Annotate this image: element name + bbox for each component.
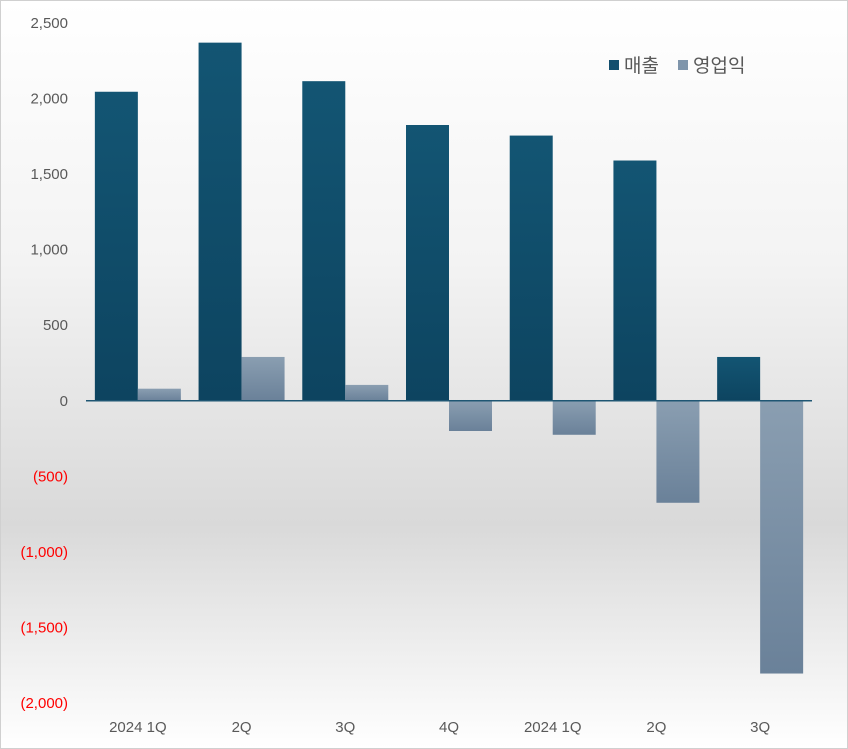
bar-sales <box>302 81 346 401</box>
bar-operating-profit <box>552 400 596 435</box>
bar-sales <box>613 160 657 401</box>
y-tick-label: (2,000) <box>20 695 68 712</box>
y-tick-label: 0 <box>60 393 68 410</box>
x-tick-label: 2024 1Q <box>524 719 582 736</box>
bar-sales <box>717 356 761 401</box>
y-tick-label: (500) <box>33 468 68 485</box>
y-tick-label: 1,000 <box>30 242 68 259</box>
y-tick-label: 500 <box>43 317 68 334</box>
x-tick-label: 2Q <box>232 719 252 736</box>
y-tick-label: (1,500) <box>20 619 68 636</box>
x-tick-label: 2Q <box>646 719 666 736</box>
bar-sales <box>406 125 449 401</box>
legend-swatch <box>678 60 688 70</box>
legend-swatch <box>609 60 619 70</box>
bar-operating-profit <box>656 400 700 503</box>
bar-sales <box>94 91 138 401</box>
bar-operating-profit <box>345 384 389 401</box>
x-tick-label: 3Q <box>335 719 355 736</box>
y-tick-label: 1,500 <box>30 166 68 183</box>
bar-operating-profit <box>137 388 181 401</box>
x-tick-label: 3Q <box>750 719 770 736</box>
legend: 매출 영업익 <box>609 55 745 77</box>
x-tick-label: 2024 1Q <box>109 719 167 736</box>
y-tick-label: 2,500 <box>30 15 68 32</box>
bar-operating-profit <box>241 356 285 401</box>
bar-operating-profit <box>449 400 492 431</box>
x-tick-label: 4Q <box>439 719 459 736</box>
y-tick-label: (1,000) <box>20 544 68 561</box>
legend-label: 영업익 <box>693 55 745 77</box>
y-tick-label: 2,000 <box>30 91 68 108</box>
bar-operating-profit <box>760 400 804 674</box>
bar-sales <box>198 42 242 401</box>
bar-sales <box>509 135 553 401</box>
legend-label: 매출 <box>624 55 659 77</box>
